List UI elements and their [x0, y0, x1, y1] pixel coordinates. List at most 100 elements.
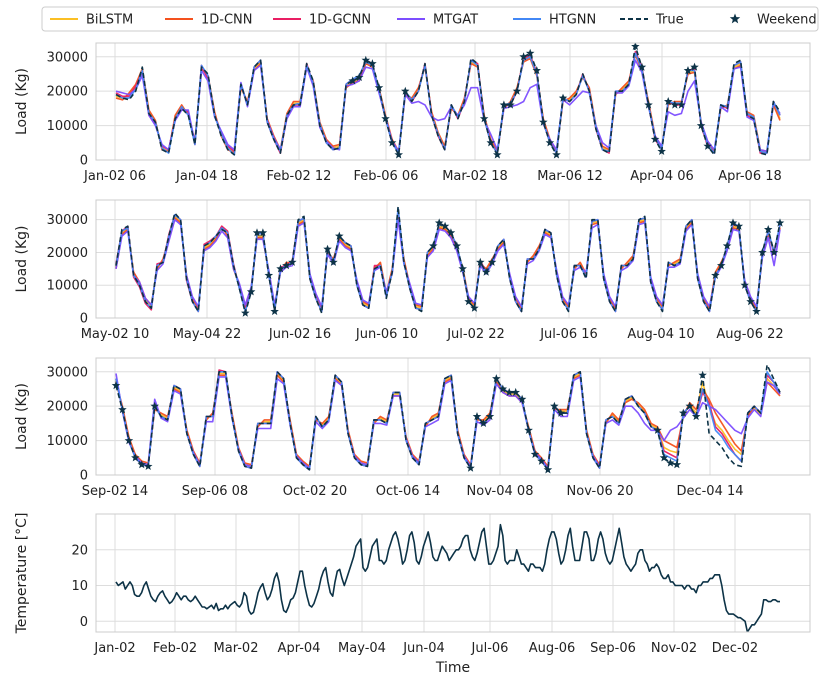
weekend-marker	[111, 381, 121, 390]
y-tick-label: 10	[71, 579, 88, 594]
x-tick-label: Dec-04 14	[676, 484, 743, 499]
weekend-marker	[434, 218, 444, 227]
weekend-marker	[479, 418, 488, 427]
legend-label: HTGNN	[549, 13, 596, 28]
x-tick-label: Aug-06 22	[716, 327, 783, 342]
legend-item: MTGAT	[397, 13, 478, 28]
x-tick-label: Jan-02	[93, 641, 135, 656]
y-tick-label: 0	[80, 154, 88, 169]
legend-item: True	[620, 13, 684, 28]
weekend-marker	[650, 134, 660, 143]
weekend-marker	[752, 306, 761, 316]
weekend-marker	[537, 456, 546, 465]
legend-star-icon	[729, 13, 741, 24]
legend-label: 1D-CNN	[201, 13, 253, 28]
plot-frame	[95, 42, 811, 161]
weekend-marker	[486, 138, 495, 147]
weekend-marker	[556, 408, 566, 417]
weekend-marker	[394, 150, 403, 159]
y-tick-label: 30000	[47, 50, 88, 65]
weekend-marker	[670, 100, 680, 109]
x-tick-label: Nov-02	[651, 641, 697, 656]
series-line-1d-cnn	[115, 215, 781, 310]
weekend-marker	[764, 225, 773, 234]
weekend-marker	[672, 460, 682, 469]
weekend-marker	[558, 93, 568, 102]
weekend-marker	[492, 374, 501, 383]
weekend-marker	[530, 449, 540, 458]
weekend-marker	[511, 387, 520, 397]
plot-content	[115, 205, 785, 317]
weekend-marker	[512, 86, 522, 95]
weekend-marker	[644, 100, 653, 109]
weekend-marker	[506, 100, 515, 109]
weekend-marker	[637, 62, 647, 71]
x-tick-label: Feb-02 12	[267, 169, 332, 184]
weekend-marker	[264, 270, 274, 279]
x-tick-label: Nov-04 08	[467, 484, 534, 499]
chart-panel-3: 0 10000 20000 30000 Sep-02 14 Sep-06 08 Oct-02…	[14, 357, 811, 499]
x-tick-label: Jan-02 06	[83, 169, 146, 184]
weekend-marker	[335, 231, 344, 240]
weekend-marker	[276, 264, 285, 273]
weekend-marker	[691, 412, 701, 421]
x-tick-label: Sep-06	[590, 641, 636, 656]
weekend-marker	[746, 297, 755, 306]
chart-panel-2: 0 10000 20000 30000 May-02 10 May-04 22 Jun-02…	[14, 199, 811, 342]
legend-label: 1D-GCNN	[309, 13, 371, 28]
weekend-marker	[728, 218, 738, 227]
weekend-marker	[498, 384, 508, 393]
weekend-marker	[355, 72, 364, 82]
x-tick-label: Mar-02 18	[442, 169, 508, 184]
weekend-marker	[479, 114, 489, 123]
weekend-marker	[124, 436, 134, 445]
x-tick-label: Oct-02 20	[283, 484, 347, 499]
y-tick-label: 30000	[47, 365, 88, 380]
x-tick-label: May-04 22	[173, 327, 242, 342]
weekend-marker	[368, 59, 377, 68]
legend-label: Weekend	[757, 13, 817, 28]
weekend-marker	[677, 100, 686, 109]
weekend-marker	[775, 218, 785, 227]
y-axis-label: Load (Kg)	[14, 68, 30, 135]
weekend-marker	[734, 221, 744, 230]
weekend-marker	[458, 264, 467, 273]
x-tick-label: Feb-06 06	[354, 169, 419, 184]
plot-frame	[95, 513, 811, 633]
weekend-marker	[657, 146, 666, 155]
series-line-mtgat	[115, 218, 781, 308]
x-tick-label: Jul-06 16	[539, 327, 598, 342]
weekend-marker	[519, 52, 528, 61]
weekend-marker	[118, 405, 127, 414]
weekend-marker	[769, 247, 779, 257]
legend-label: MTGAT	[433, 13, 478, 28]
x-tick-label: Apr-06 18	[718, 169, 782, 184]
y-axis-label: Load (Kg)	[14, 225, 30, 292]
weekend-marker	[659, 453, 669, 462]
weekend-marker	[401, 86, 410, 95]
weekend-marker	[653, 425, 662, 434]
weekend-marker	[740, 280, 749, 289]
weekend-marker	[440, 221, 450, 230]
weekend-marker	[717, 261, 726, 270]
weekend-marker	[381, 114, 390, 123]
chart-panel-1: 0 10000 20000 30000 Jan-02 06 Jan-04 18 Feb-02…	[14, 42, 811, 184]
weekend-marker	[545, 138, 555, 147]
weekend-marker	[464, 297, 473, 306]
weekend-marker	[666, 458, 675, 467]
y-axis-label: Temperature [°C]	[14, 513, 30, 635]
x-tick-label: Jul-02 22	[446, 327, 505, 342]
plot-content	[115, 523, 780, 632]
x-axis-label: Time	[435, 660, 470, 676]
legend-item: Weekend	[729, 13, 817, 28]
x-tick-label: Apr-04 06	[630, 169, 694, 184]
weekend-marker	[329, 257, 338, 266]
weekend-marker	[758, 247, 767, 257]
weekend-marker	[144, 461, 153, 470]
x-tick-label: Sep-06 08	[182, 484, 248, 499]
weekend-marker	[550, 401, 559, 410]
legend-item: 1D-GCNN	[273, 13, 371, 28]
weekend-marker	[532, 66, 541, 75]
weekend-marker	[258, 228, 268, 237]
